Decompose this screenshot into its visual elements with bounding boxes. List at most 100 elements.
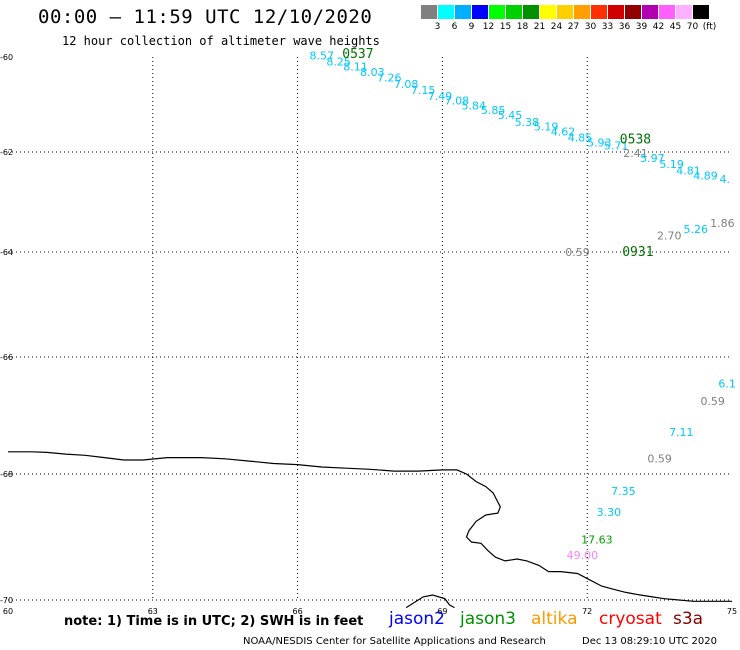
wave-height-value: 5.93 [587,136,612,149]
wave-height-value: 1.86 [710,217,735,230]
wave-height-value: 0.59 [565,246,590,259]
wave-height-value: 7.49 [428,90,453,103]
coastline-fragment [405,594,455,609]
longitude-label: 69 [437,607,447,616]
scale-swatch [693,5,710,19]
wave-height-value: 3.30 [597,506,622,519]
wave-height-value: 2.41 [623,147,648,160]
scale-swatch [625,5,642,19]
wave-height-value: 0.59 [647,452,672,465]
satellite-name: cryosat [599,609,662,629]
scale-swatch [438,5,455,19]
scale-label: 42 [652,22,665,32]
pass-time-label: 0538 [620,132,651,147]
longitude-label: 60 [3,607,13,616]
scale-swatch [455,5,472,19]
longitude-label: 63 [148,607,158,616]
scale-swatch [506,5,523,19]
scale-label: 30 [584,22,597,32]
credit-line: NOAA/NESDIS Center for Satellite Applica… [243,636,546,647]
scale-swatch [557,5,574,19]
wave-height-value: 5.85 [481,104,506,117]
wave-height-value: 7.11 [669,426,694,439]
scale-label: 39 [635,22,648,32]
wave-height-value: 4.62 [551,125,576,138]
wave-height-value: 7.08 [394,78,419,91]
color-scale-labels: 3 6 9 12 15 18 21 24 27 30 33 36 39 42 45 70 (ft) [421,22,740,34]
wave-height-value: 4.89 [693,170,718,183]
scale-swatch [574,5,591,19]
map-title: 00:00 — 11:59 UTC 12/10/2020 [38,6,373,28]
scale-swatch [421,5,438,19]
scale-label: 33 [601,22,614,32]
latitude-label: -66 [0,353,13,362]
wave-height-value: 8.11 [343,60,368,73]
scale-swatch [608,5,625,19]
scale-swatch [676,5,693,19]
latitude-label: -60 [0,53,13,62]
wave-height-value: 4.85 [568,132,593,145]
coastline-layer [8,451,732,609]
latitude-label: -68 [0,470,13,479]
scale-label: 45 [669,22,682,32]
pass-time-labels: 0537 0538 0931 [342,47,653,260]
satellite-name: jason2 [389,609,445,629]
wave-height-color-scale [421,5,710,19]
longitude-label: 75 [727,607,737,616]
wave-height-labels: 8.578.258.118.037.267.087.157.497.085.84… [309,49,735,562]
scale-label: 18 [516,22,529,32]
scale-label: 12 [482,22,495,32]
wave-height-value: 7.15 [411,84,436,97]
scale-swatch [642,5,659,19]
scale-label: 3 [434,22,441,32]
wave-height-value: 7.26 [377,72,402,85]
scale-label: (ft) [702,22,717,32]
pass-time-label: 0537 [342,47,373,62]
scale-label: 36 [618,22,631,32]
wave-height-value: 5.38 [515,116,540,129]
scale-label: 6 [451,22,458,32]
scale-label: 15 [499,22,512,32]
wave-height-value: 8.57 [309,49,334,62]
footnote: note: 1) Time is in UTC; 2) SWH is in fe… [64,614,364,629]
longitude-label: 66 [293,607,303,616]
latitude-label: -62 [0,148,13,157]
wave-height-value: 4. [720,173,731,186]
longitude-label: 72 [582,607,592,616]
wave-height-value: 8.03 [360,66,385,79]
scale-swatch [489,5,506,19]
wave-height-value: 4.81 [676,165,701,178]
wave-height-value: 8.25 [326,56,351,69]
scale-label: 9 [468,22,475,32]
wave-height-value: 5.45 [498,109,523,122]
wave-height-value: 49.00 [567,549,599,562]
wave-height-value: 17.63 [581,533,613,546]
scale-swatch [523,5,540,19]
wave-height-value: 7.35 [611,485,636,498]
satellite-name: altika [531,609,578,629]
scale-label: 24 [550,22,563,32]
wave-height-value: 5.19 [659,158,684,171]
scale-label: 21 [533,22,546,32]
satellite-name: jason3 [460,609,516,629]
wave-height-value: 0.59 [700,395,725,408]
scale-swatch [540,5,557,19]
latitude-label: -70 [0,596,13,605]
axis-labels: -60 -62 -64 -66 -68 -70 60 63 66 69 72 75 [0,53,737,616]
scale-label: 27 [567,22,580,32]
scale-label: 70 [686,22,699,32]
scale-swatch [659,5,676,19]
generated-timestamp: Dec 13 08:29:10 UTC 2020 [582,636,717,647]
wave-height-value: 5.84 [462,99,487,112]
pass-time-label: 0931 [622,245,653,260]
map-grid [8,57,732,601]
wave-height-value: 2.70 [657,230,682,243]
latitude-label: -64 [0,248,13,257]
satellite-name: s3a [673,609,704,629]
wave-height-value: 6.1 [718,377,736,390]
scale-swatch [472,5,489,19]
antarctic-coastline [8,451,732,602]
wave-height-value: 5.19 [534,121,559,134]
wave-height-value: 5.97 [640,152,665,165]
